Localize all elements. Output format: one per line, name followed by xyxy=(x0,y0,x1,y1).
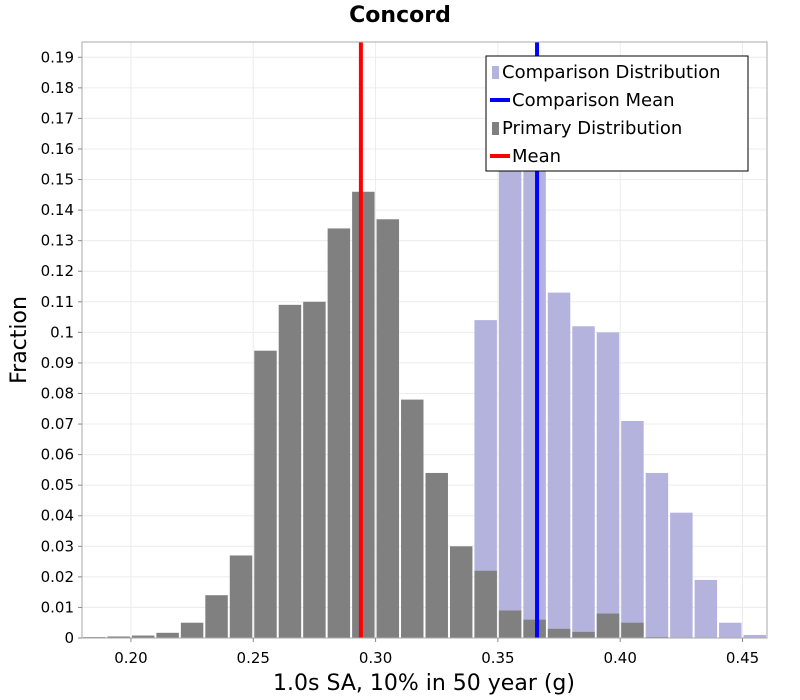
y-tick-label-12: 0.12 xyxy=(41,262,74,280)
primary-bar-14 xyxy=(425,472,448,638)
legend-swatch-0 xyxy=(492,66,499,79)
comparison-bar-9 xyxy=(694,579,718,638)
primary-bar-13 xyxy=(401,399,424,638)
legend-box xyxy=(485,55,749,172)
primary-bar-5 xyxy=(205,595,228,638)
comparison-bar-10 xyxy=(719,622,742,638)
primary-bar-7 xyxy=(254,350,277,638)
y-tick-label-8: 0.08 xyxy=(41,384,74,402)
primary-bar-22 xyxy=(621,622,644,638)
legend-label-3: Mean xyxy=(512,146,561,167)
primary-bar-18 xyxy=(523,619,546,638)
chart-title: Concord xyxy=(349,3,451,28)
y-tick-label-9: 0.09 xyxy=(41,354,74,372)
primary-bar-21 xyxy=(596,613,620,638)
y-tick-label-4: 0.04 xyxy=(41,507,74,525)
x-tick-label-1: 0.25 xyxy=(237,649,270,667)
comparison-bar-7 xyxy=(645,472,669,638)
comparison-bars xyxy=(474,139,766,639)
primary-bar-1 xyxy=(107,636,130,638)
x-tick-label-5: 0.45 xyxy=(726,649,759,667)
comparison-bar-11 xyxy=(743,634,766,638)
comparison-bar-2 xyxy=(523,170,546,638)
y-tick-label-17: 0.17 xyxy=(41,109,74,127)
y-tick-label-14: 0.14 xyxy=(41,201,74,219)
x-tick-label-4: 0.40 xyxy=(604,649,637,667)
legend-label-0: Comparison Distribution xyxy=(502,62,721,83)
primary-bar-8 xyxy=(278,304,302,638)
x-tick-label-0: 0.20 xyxy=(114,649,147,667)
y-tick-label-16: 0.16 xyxy=(41,140,74,158)
y-tick-label-11: 0.11 xyxy=(41,293,74,311)
comparison-bar-4 xyxy=(572,326,595,638)
y-tick-label-13: 0.13 xyxy=(41,232,74,250)
comparison-bar-1 xyxy=(498,139,522,639)
legend-swatch-2 xyxy=(492,122,499,135)
y-tick-label-7: 0.07 xyxy=(41,415,74,433)
legend: Comparison Distribution Comparison Mean Pr… xyxy=(485,55,749,172)
comparison-bar-3 xyxy=(547,292,571,638)
primary-bar-15 xyxy=(449,546,473,638)
y-tick-label-19: 0.19 xyxy=(41,48,74,66)
plot-border xyxy=(81,41,768,639)
primary-bars xyxy=(83,191,669,638)
comparison-bar-6 xyxy=(621,420,644,638)
y-tick-label-5: 0.05 xyxy=(41,476,74,494)
y-tick-label-1: 0.01 xyxy=(41,598,74,616)
primary-bar-4 xyxy=(180,622,204,638)
x-tick-label-2: 0.30 xyxy=(359,649,392,667)
y-tick-label-18: 0.18 xyxy=(41,79,74,97)
primary-bar-10 xyxy=(327,228,351,638)
y-tick-label-15: 0.15 xyxy=(41,171,74,189)
primary-bar-16 xyxy=(474,570,497,638)
primary-bar-2 xyxy=(131,635,155,638)
primary-bar-20 xyxy=(572,631,595,638)
y-tick-label-6: 0.06 xyxy=(41,446,74,464)
legend-label-2: Primary Distribution xyxy=(502,118,682,139)
y-tick-label-10: 0.1 xyxy=(50,323,74,341)
comparison-bar-5 xyxy=(596,332,620,638)
primary-bar-17 xyxy=(498,610,522,638)
x-tick-label-3: 0.35 xyxy=(481,649,514,667)
primary-bar-6 xyxy=(229,555,253,638)
y-axis-label: Fraction xyxy=(7,296,32,384)
y-tick-label-0: 0 xyxy=(64,629,74,647)
primary-bar-12 xyxy=(376,219,400,638)
primary-bar-3 xyxy=(156,632,179,638)
y-axis-ticks: 0 0.01 0.02 0.03 0.04 0.05 0.06 0.07 0.08 0.09 0.1… xyxy=(41,48,82,647)
primary-bar-19 xyxy=(547,628,571,638)
y-tick-label-2: 0.02 xyxy=(41,568,74,586)
primary-bar-11 xyxy=(352,191,375,638)
primary-bar-9 xyxy=(303,301,326,638)
comparison-bar-0 xyxy=(474,320,497,638)
comparison-bar-8 xyxy=(670,512,693,638)
y-tick-label-3: 0.03 xyxy=(41,537,74,555)
x-axis-label: 1.0s SA, 10% in 50 year (g) xyxy=(273,671,575,696)
x-axis-ticks: 0.20 0.25 0.30 0.35 0.40 0.45 xyxy=(114,638,759,667)
legend-label-1: Comparison Mean xyxy=(512,90,675,111)
